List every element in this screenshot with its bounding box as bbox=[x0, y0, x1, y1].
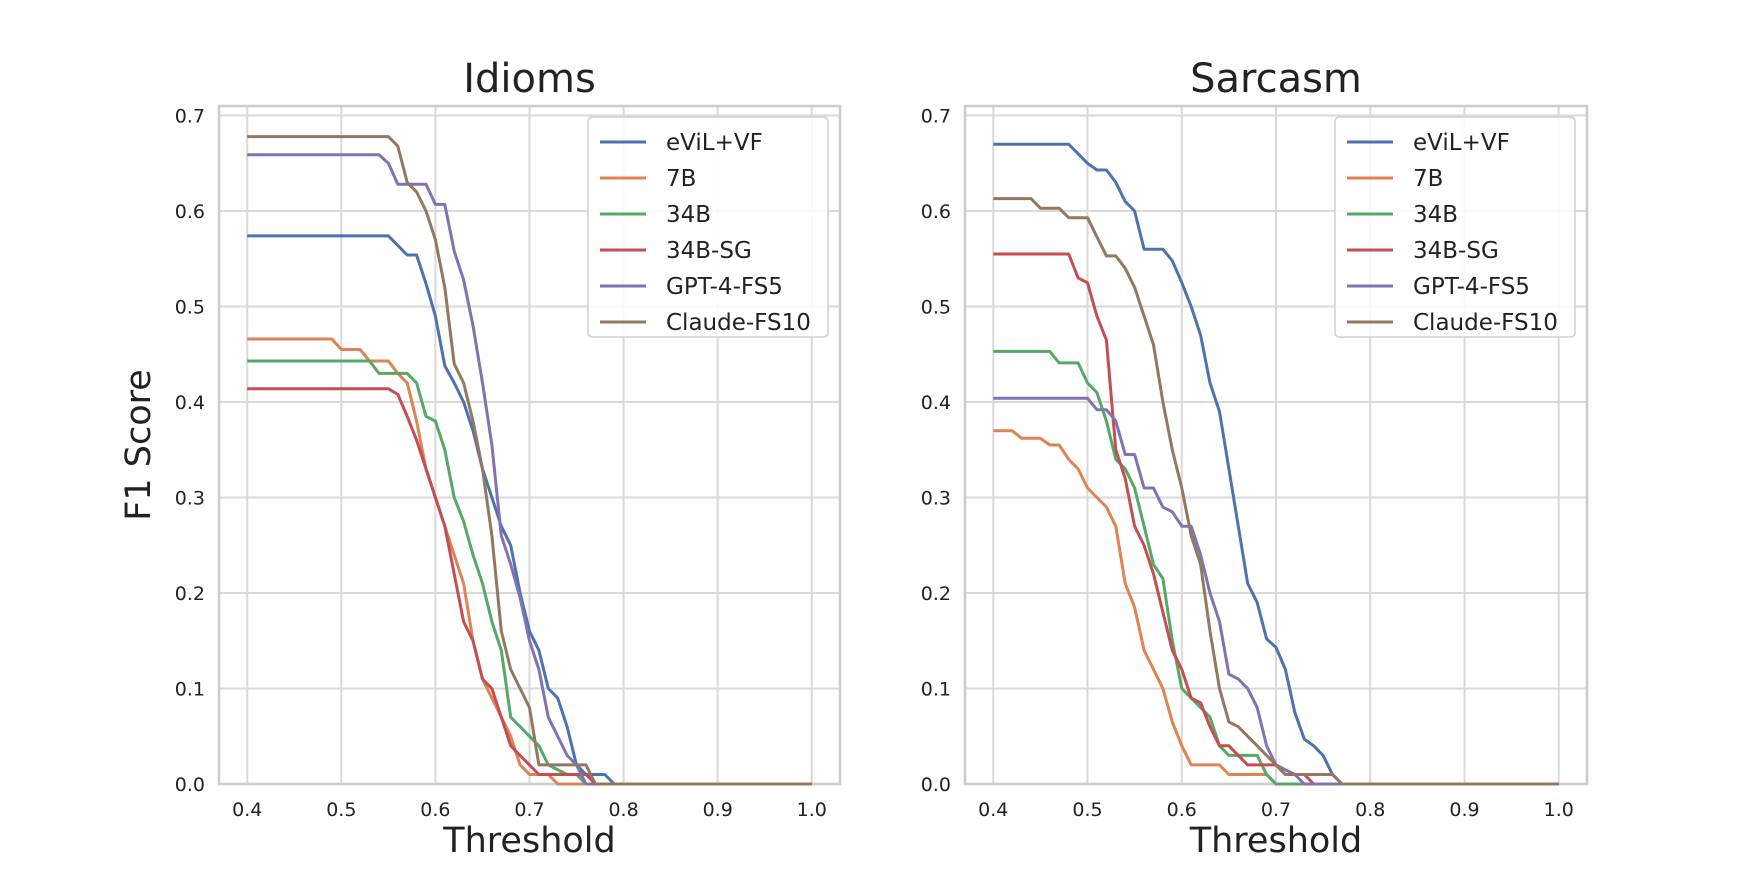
y-tick-label: 0.4 bbox=[175, 392, 205, 414]
x-tick-label: 0.6 bbox=[1167, 799, 1197, 821]
legend: eViL+VF 7B 34B 34B-SG GPT-4-FS5 Claude-FS10 bbox=[587, 116, 829, 338]
legend-label: 34B-SG bbox=[666, 238, 752, 264]
series-line-7b bbox=[247, 337, 812, 786]
y-tick-label: 0.2 bbox=[921, 583, 951, 605]
legend: eViL+VF 7B 34B 34B-SG GPT-4-FS5 Claude-FS10 bbox=[1334, 116, 1576, 338]
x-tick-label: 0.5 bbox=[1072, 799, 1102, 821]
legend-label: 34B bbox=[666, 202, 711, 228]
series-line-evil-vf bbox=[993, 142, 1559, 786]
series-line-evil-vf bbox=[247, 234, 812, 786]
y-tick-label: 0.7 bbox=[921, 106, 951, 128]
x-tick-label: 0.8 bbox=[608, 799, 638, 821]
x-tick-label: 1.0 bbox=[1544, 799, 1574, 821]
y-tick-label: 0.0 bbox=[921, 774, 951, 796]
series-line-gpt-4-fs5 bbox=[993, 396, 1559, 786]
legend-label: Claude-FS10 bbox=[666, 310, 811, 336]
legend-label: 34B-SG bbox=[1413, 238, 1499, 264]
series-line-claude-fs10 bbox=[247, 135, 812, 786]
x-tick-label: 0.7 bbox=[1261, 799, 1291, 821]
y-tick-label: 0.7 bbox=[175, 106, 205, 128]
series-line-34b-sg bbox=[993, 252, 1559, 786]
x-axis-label: Threshold bbox=[1189, 821, 1363, 861]
x-axis-label: Threshold bbox=[442, 821, 616, 861]
y-tick-label: 0.3 bbox=[175, 488, 205, 510]
legend-label: Claude-FS10 bbox=[1413, 310, 1558, 336]
series-line-claude-fs10 bbox=[993, 197, 1559, 786]
x-tick-label: 1.0 bbox=[797, 799, 827, 821]
series-line-34b bbox=[993, 349, 1559, 786]
x-tick-label: 0.8 bbox=[1355, 799, 1385, 821]
x-tick-label: 0.5 bbox=[326, 799, 356, 821]
x-tick-label: 0.7 bbox=[514, 799, 544, 821]
legend-label: 7B bbox=[666, 166, 696, 192]
y-tick-label: 0.5 bbox=[175, 297, 205, 319]
series-line-7b bbox=[993, 429, 1559, 786]
y-tick-label: 0.5 bbox=[921, 297, 951, 319]
chart-title: Sarcasm bbox=[1190, 56, 1362, 102]
y-tick-label: 0.0 bbox=[175, 774, 205, 796]
legend-label: GPT-4-FS5 bbox=[1413, 274, 1530, 300]
y-tick-label: 0.1 bbox=[175, 679, 205, 701]
y-tick-label: 0.6 bbox=[921, 201, 951, 223]
y-tick-label: 0.4 bbox=[921, 392, 951, 414]
x-tick-label: 0.9 bbox=[703, 799, 733, 821]
idioms-chart-panel: 0.4 0.5 0.6 0.7 0.8 0.9 1.0 0.0 0.1 0.2 0.3 0.4 0.5 0… bbox=[119, 56, 842, 861]
legend-label: 7B bbox=[1413, 166, 1443, 192]
x-tick-label: 0.6 bbox=[420, 799, 450, 821]
series-line-gpt-4-fs5 bbox=[247, 153, 812, 786]
x-tick-label: 0.4 bbox=[232, 799, 262, 821]
legend-box bbox=[1334, 116, 1576, 338]
chart-title: Idioms bbox=[463, 56, 596, 102]
y-tick-label: 0.1 bbox=[921, 679, 951, 701]
legend-box bbox=[587, 116, 829, 338]
legend-label: eViL+VF bbox=[1413, 130, 1510, 156]
legend-label: 34B bbox=[1413, 202, 1458, 228]
sarcasm-chart-panel: 0.4 0.5 0.6 0.7 0.8 0.9 1.0 0.0 0.1 0.2 0.3 0.4 0.5 0… bbox=[921, 56, 1589, 861]
series-line-34b-sg bbox=[247, 387, 812, 786]
x-tick-label: 0.9 bbox=[1449, 799, 1479, 821]
plot-frame bbox=[217, 104, 842, 786]
y-tick-label: 0.3 bbox=[921, 488, 951, 510]
series-line-34b bbox=[247, 359, 812, 786]
x-tick-label: 0.4 bbox=[978, 799, 1008, 821]
y-tick-label: 0.6 bbox=[175, 201, 205, 223]
y-tick-label: 0.2 bbox=[175, 583, 205, 605]
legend-label: eViL+VF bbox=[666, 130, 763, 156]
y-axis-label: F1 Score bbox=[119, 369, 159, 521]
legend-label: GPT-4-FS5 bbox=[666, 274, 783, 300]
